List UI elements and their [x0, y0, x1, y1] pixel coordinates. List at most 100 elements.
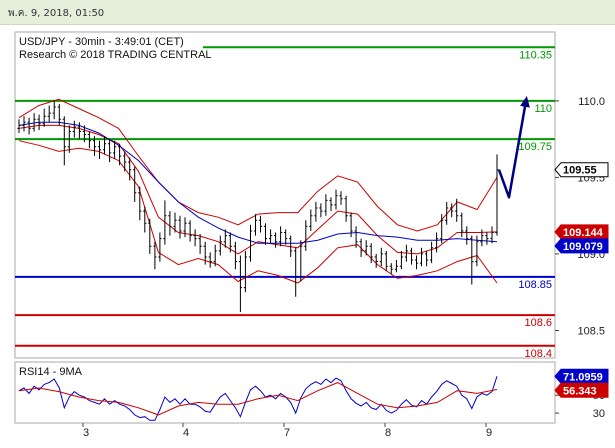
ohlc-bar [168, 211, 172, 236]
ohlc-bar [82, 125, 86, 143]
ohlc-bar [404, 244, 408, 262]
ohlc-bar [389, 263, 393, 274]
ohlc-bar [47, 105, 51, 123]
ohlc-bar [430, 241, 434, 264]
ohlc-bar [92, 136, 97, 156]
ohlc-bar [62, 116, 66, 166]
ohlc-bar [304, 220, 308, 251]
ohlc-bar [138, 186, 142, 221]
ohlc-bar [329, 197, 333, 212]
ohlc-bar [253, 214, 258, 236]
ohlc-bar [153, 241, 157, 270]
ohlc-bar [409, 247, 414, 265]
level-label: 110 [534, 103, 552, 115]
rsi-panel [14, 361, 556, 424]
lower-band-line [18, 140, 498, 284]
ohlc-bar [485, 232, 489, 245]
ohlc-bar [465, 226, 469, 245]
ohlc-bar [334, 189, 338, 210]
rsi-ma-value-box-bg [554, 382, 609, 398]
ohlc-bar [208, 252, 212, 268]
ohlc-bar [67, 125, 71, 153]
datetime-label: พ.ค. 9, 2018, 01:50 [8, 8, 105, 19]
top-status-bar: พ.ค. 9, 2018, 01:50 [0, 0, 615, 25]
ohlc-bar [188, 220, 192, 242]
ohlc-bar [203, 241, 207, 265]
ohlc-bar [158, 232, 162, 262]
ohlc-bar [475, 235, 479, 267]
ohlc-bar [123, 151, 127, 172]
ohlc-bar [414, 255, 419, 270]
ohlc-bar [354, 226, 358, 248]
ohlc-bar [77, 122, 81, 140]
chart-subtitle: Research © 2018 TRADING CENTRAL [19, 49, 212, 61]
rsi-value-box-bg [554, 368, 609, 384]
ohlc-bar [344, 195, 348, 222]
rsi-ma-value-box: 56.343 [554, 382, 609, 398]
ohlc-bar [274, 232, 278, 248]
rsi-ma-line [18, 382, 498, 416]
ohlc-bar [279, 226, 283, 247]
ohlc-bar [248, 224, 253, 262]
upper-band-line [18, 98, 498, 232]
rsi-value-box-label: 71.0959 [563, 371, 603, 383]
level-label: 108.4 [524, 348, 552, 360]
ohlc-bar [269, 229, 273, 244]
ohlc-bar [57, 103, 61, 126]
middle-band-line [18, 124, 498, 255]
ohlc-bar [233, 241, 237, 270]
ohlc-bar [319, 203, 323, 218]
middle-band-value-box-label: 109.144 [563, 227, 604, 239]
ohlc-bar [364, 240, 368, 256]
ohlc-bar [243, 250, 247, 293]
ohlc-bar [399, 250, 403, 270]
last-price-box: 109.55 [554, 162, 609, 178]
ohlc-bar [113, 140, 117, 159]
level-label: 110.35 [519, 49, 552, 61]
y-tick-label: 108.5 [577, 326, 605, 338]
ohlc-bar [460, 212, 464, 238]
ohlc-bar [97, 140, 102, 159]
ohlc-bar [213, 244, 217, 267]
middle-band-value-box: 109.144 [554, 224, 609, 240]
ohlc-bar [379, 247, 383, 267]
ohlc-bar [495, 154, 499, 236]
ohlc-bar [173, 212, 177, 233]
forecast [497, 95, 530, 199]
ohlc-bar [324, 194, 328, 216]
ohlc-bar [314, 201, 318, 222]
ohlc-bar [289, 235, 293, 257]
chart-title: USD/JPY - 30min - 3:49:01 (CET) [19, 36, 184, 48]
ohlc-bar [228, 232, 232, 253]
x-tick-label: 8 [385, 427, 391, 439]
ohlc-bar [284, 229, 288, 245]
ohlc-bar [37, 114, 41, 130]
ohlc-bar [339, 191, 343, 205]
ohlc-bar [299, 240, 303, 282]
ohlc-bar [133, 166, 137, 202]
ohlc-bar [102, 136, 107, 155]
moving-average-line [18, 121, 498, 244]
level-label: 108.6 [524, 317, 552, 329]
rsi-ma-value-box-label: 56.343 [563, 385, 597, 397]
ohlc-bar [258, 215, 263, 233]
ohlc-bar [163, 200, 167, 245]
ohlc-bar [183, 217, 187, 238]
rsi-lines [18, 376, 498, 421]
ohlc-bar [359, 238, 363, 257]
ohlc-bar [108, 139, 112, 163]
last-price-box-bg [554, 162, 609, 178]
ohlc-bar [384, 250, 388, 271]
ohlc-bar [435, 232, 439, 253]
ohlc-bar [17, 119, 21, 133]
ohlc-bar [87, 131, 91, 149]
ohlc-bar [128, 157, 132, 181]
ohlc-bars [17, 100, 499, 313]
ohlc-bar [349, 212, 353, 238]
x-tick-label: 3 [83, 427, 89, 439]
ohlc-bar [445, 201, 449, 225]
rsi-value-box: 71.0959 [554, 368, 609, 384]
ohlc-bar [450, 203, 454, 218]
ohlc-bar [263, 223, 268, 245]
